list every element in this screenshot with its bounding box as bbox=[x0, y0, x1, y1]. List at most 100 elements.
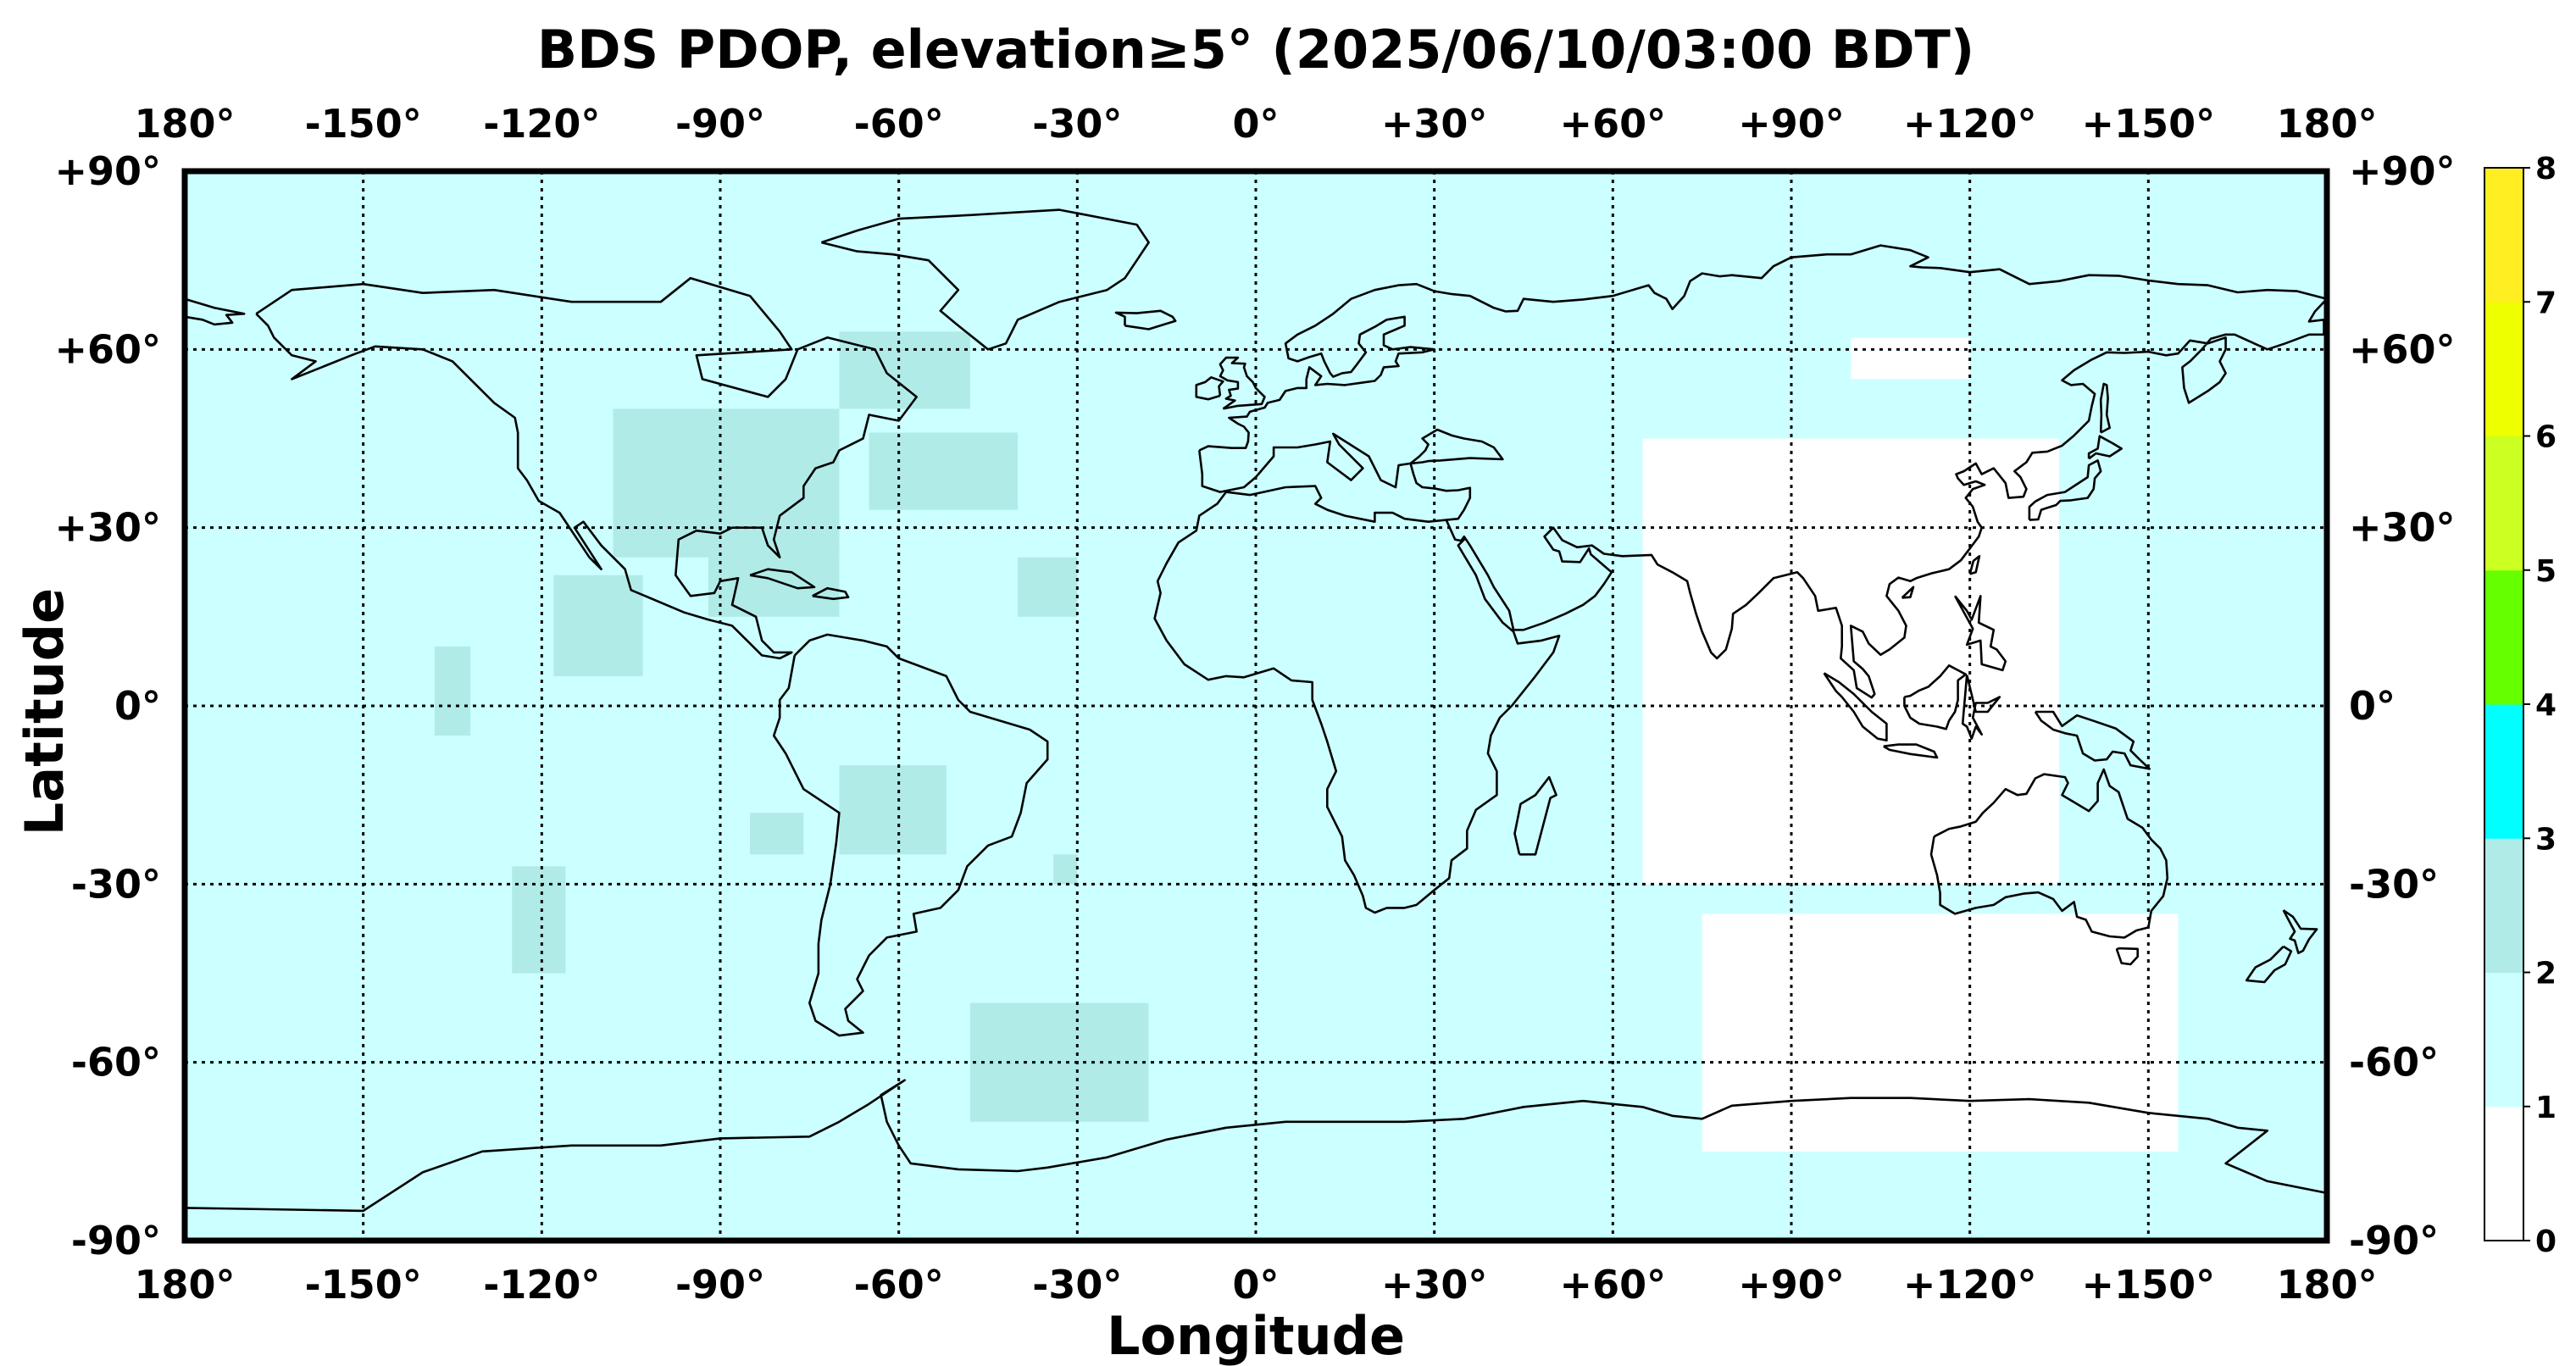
pdop-region bbox=[434, 646, 471, 736]
latitude-tick-label: -90° bbox=[71, 1218, 161, 1263]
coastline bbox=[1961, 675, 2001, 740]
coastline bbox=[1198, 244, 2328, 452]
coastline bbox=[1219, 356, 1266, 410]
colorbar-segment bbox=[2484, 436, 2523, 571]
latitude-tick-label: 0° bbox=[114, 683, 161, 729]
chart-title: BDS PDOP, elevation≥5° (2025/06/10/03:00… bbox=[537, 19, 1974, 81]
coastline bbox=[1968, 554, 1981, 575]
latitude-tick-label: +60° bbox=[2349, 326, 2456, 372]
latitude-tick-label: -60° bbox=[71, 1040, 161, 1086]
coastline bbox=[1460, 297, 2328, 699]
coastline bbox=[2099, 382, 2111, 434]
coastline bbox=[2282, 909, 2318, 954]
pdop-region bbox=[1702, 913, 2179, 1152]
latitude-tick-label: +90° bbox=[2349, 148, 2456, 194]
longitude-ticks-top: 180° -150° -120° -90° -60° -30° 0° +30° +60° +90°… bbox=[134, 101, 2377, 147]
coastline bbox=[812, 586, 850, 601]
pdop-regions bbox=[434, 331, 2179, 1152]
longitude-tick-label: +120° bbox=[1903, 101, 2037, 147]
coastline bbox=[1114, 309, 1177, 330]
longitude-tick-label: -30° bbox=[1032, 1262, 1122, 1308]
coastline bbox=[1225, 463, 1472, 524]
map-area bbox=[181, 168, 2330, 1244]
latitude-ticks-left: +90° +60° +30° 0° -30° -60° -90° bbox=[54, 148, 161, 1263]
coastline bbox=[184, 297, 246, 326]
latitude-tick-label: -30° bbox=[2349, 861, 2439, 907]
coastline bbox=[184, 1079, 2328, 1213]
coastline bbox=[255, 276, 918, 660]
longitude-tick-label: -30° bbox=[1032, 101, 1122, 147]
longitude-tick-label: -90° bbox=[675, 1262, 765, 1308]
colorbar-tick-label: 0 bbox=[2535, 1224, 2557, 1259]
x-axis-label: Longitude bbox=[1107, 1305, 1405, 1366]
map-frame bbox=[181, 168, 2330, 1244]
coastline bbox=[1929, 768, 2169, 939]
coastline bbox=[1953, 594, 2007, 672]
coastline bbox=[772, 633, 1049, 1037]
longitude-tick-label: 0° bbox=[1232, 1262, 1279, 1308]
colorbar-tick-label: 7 bbox=[2535, 286, 2557, 320]
longitude-tick-label: +90° bbox=[1738, 101, 1845, 147]
latitude-tick-label: -60° bbox=[2349, 1040, 2439, 1086]
coastline bbox=[2087, 435, 2123, 460]
longitude-tick-label: 0° bbox=[1232, 101, 1279, 147]
y-axis-label: Latitude bbox=[14, 588, 75, 836]
colorbar-segment bbox=[2484, 838, 2523, 973]
colorbar-segment bbox=[2484, 972, 2523, 1108]
coastlines bbox=[184, 208, 2328, 1213]
coastline bbox=[2028, 459, 2102, 521]
longitude-tick-label: +30° bbox=[1381, 1262, 1488, 1308]
colorbar-tick-label: 5 bbox=[2535, 554, 2557, 589]
pdop-region bbox=[1851, 337, 1970, 380]
longitude-tick-label: -120° bbox=[483, 1262, 600, 1308]
latitude-ticks-right: +90° +60° +30° 0° -30° -60° -90° bbox=[2349, 148, 2456, 1263]
longitude-tick-label: 180° bbox=[134, 1262, 235, 1308]
colorbar-segment bbox=[2484, 569, 2523, 705]
longitude-tick-label: 180° bbox=[134, 101, 235, 147]
longitude-tick-label: -150° bbox=[305, 101, 422, 147]
colorbar-tick-label: 1 bbox=[2535, 1091, 2557, 1125]
coastline bbox=[2245, 945, 2293, 984]
longitude-tick-label: +150° bbox=[2082, 1262, 2216, 1308]
colorbar-segment bbox=[2484, 168, 2523, 303]
longitude-tick-label: +120° bbox=[1903, 1262, 2037, 1308]
colorbar-tick-label: 3 bbox=[2535, 822, 2557, 857]
latitude-tick-label: +60° bbox=[54, 326, 161, 372]
coastline bbox=[1903, 664, 1968, 730]
coastline bbox=[1513, 775, 1557, 856]
coastline bbox=[820, 208, 1150, 351]
pdop-region bbox=[512, 866, 566, 974]
latitude-tick-label: +30° bbox=[2349, 505, 2456, 551]
latitude-tick-label: +30° bbox=[54, 505, 161, 551]
colorbar-tick-label: 4 bbox=[2535, 688, 2557, 723]
gridlines bbox=[185, 171, 2327, 1241]
colorbar-segment bbox=[2484, 704, 2523, 839]
coastline bbox=[749, 568, 816, 590]
pdop-region bbox=[869, 432, 1019, 510]
pdop-region bbox=[613, 408, 840, 558]
longitude-tick-label: -60° bbox=[854, 1262, 944, 1308]
colorbar-segment bbox=[2484, 1106, 2523, 1241]
longitude-tick-label: +90° bbox=[1738, 1262, 1845, 1308]
colorbar-tick-label: 6 bbox=[2535, 420, 2557, 455]
coastline bbox=[1883, 743, 1939, 759]
pdop-region bbox=[839, 765, 947, 855]
coastline bbox=[1195, 375, 1224, 401]
longitude-tick-label: -90° bbox=[675, 101, 765, 147]
longitude-tick-label: +60° bbox=[1560, 1262, 1667, 1308]
coastline bbox=[2034, 710, 2151, 770]
pdop-region bbox=[553, 575, 643, 676]
longitude-tick-label: +30° bbox=[1381, 101, 1488, 147]
longitude-tick-label: -120° bbox=[483, 101, 600, 147]
coastline bbox=[1823, 672, 1888, 742]
colorbar-segment bbox=[2484, 302, 2523, 436]
latitude-tick-label: -30° bbox=[71, 861, 161, 907]
longitude-ticks-bottom: 180° -150° -120° -90° -60° -30° 0° +30° +60° +90°… bbox=[134, 1262, 2377, 1308]
colorbar-tick-label: 2 bbox=[2535, 957, 2557, 991]
pdop-region bbox=[1642, 438, 2059, 885]
colorbar: 0 1 2 3 4 5 6 7 8 bbox=[2484, 152, 2557, 1259]
longitude-tick-label: -150° bbox=[305, 1262, 422, 1308]
longitude-tick-label: 180° bbox=[2276, 101, 2377, 147]
longitude-tick-label: +150° bbox=[2082, 101, 2216, 147]
